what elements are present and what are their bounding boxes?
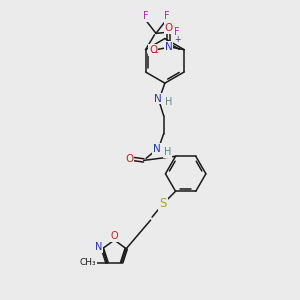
Text: S: S <box>159 197 167 210</box>
Text: F: F <box>164 11 169 21</box>
Text: N: N <box>154 94 162 103</box>
Text: −: − <box>151 48 159 58</box>
Text: F: F <box>143 11 148 21</box>
Text: F: F <box>174 27 180 37</box>
Text: N: N <box>165 42 172 52</box>
Text: H: H <box>165 97 172 106</box>
Text: N: N <box>94 242 102 252</box>
Text: H: H <box>164 147 171 157</box>
Text: O: O <box>165 23 173 33</box>
Text: N: N <box>153 144 161 154</box>
Text: +: + <box>174 35 180 44</box>
Text: CH₃: CH₃ <box>80 258 96 267</box>
Text: O: O <box>149 45 158 55</box>
Text: O: O <box>110 231 118 241</box>
Text: O: O <box>125 154 134 164</box>
